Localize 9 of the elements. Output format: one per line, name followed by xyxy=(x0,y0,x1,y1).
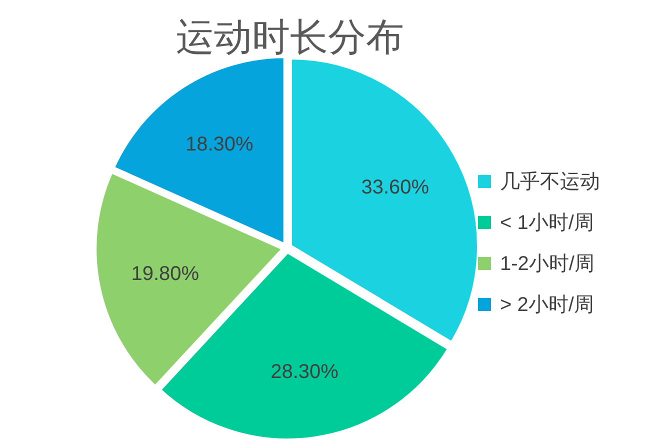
legend-label: > 2小时/周 xyxy=(500,294,594,316)
data-label: 28.30% xyxy=(270,361,339,384)
legend-label: < 1小时/周 xyxy=(500,212,594,234)
chart-title: 运动时长分布 xyxy=(176,17,404,59)
legend-label: 1-2小时/周 xyxy=(500,253,594,275)
data-label: 18.30% xyxy=(185,134,254,156)
data-label: 33.60% xyxy=(361,176,430,199)
legend-label: 几乎不运动 xyxy=(500,171,600,193)
data-label: 19.80% xyxy=(131,262,200,285)
